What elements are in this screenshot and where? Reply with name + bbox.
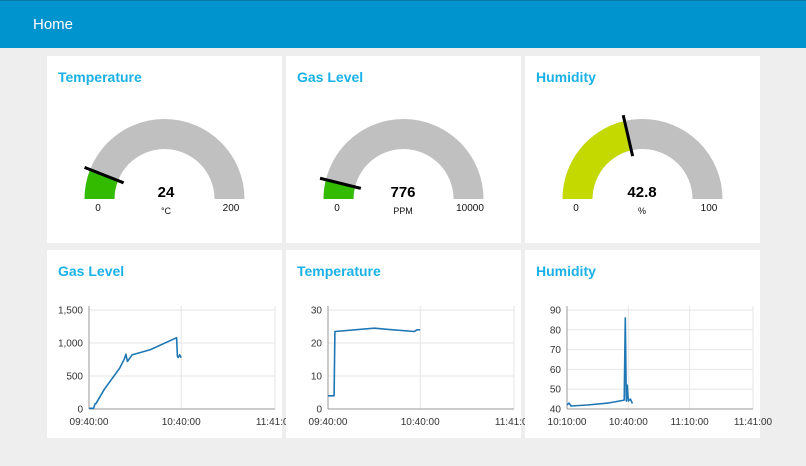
gauge-track	[323, 119, 484, 199]
x-tick-label: 11:10:00	[671, 417, 710, 428]
card-title: Humidity	[536, 69, 596, 85]
gauge-unit: PPM	[393, 206, 413, 216]
y-tick-label: 50	[550, 385, 562, 396]
page-title: Home	[33, 16, 74, 33]
y-tick-label: 30	[311, 306, 323, 317]
gauge-fill	[84, 169, 119, 199]
gauge-needle	[621, 114, 635, 157]
card-title: Gas Level	[297, 69, 364, 85]
x-tick-label: 11:41:00	[734, 417, 773, 428]
gauge-min-label: 0	[334, 203, 340, 214]
gauge-max-label: 10000	[456, 203, 484, 214]
header-bar: Home	[0, 0, 806, 48]
gauge-min-label: 0	[573, 203, 579, 214]
x-tick-label: 10:10:00	[548, 417, 587, 428]
temperature-chart-card: Temperature 0 10 20 30 09:40:00 10:40:00 11:41…	[286, 250, 534, 438]
gas-level-chart: 0 500 1,000 1,500 09:40:00 10:40:00 11:41:00	[58, 306, 295, 429]
gauge-needle	[83, 165, 125, 185]
y-tick-label: 70	[550, 345, 562, 356]
gas-level-gauge-card: Gas Level 776 PPM 0 10000	[286, 56, 521, 243]
x-tick-label: 10:40:00	[609, 417, 648, 428]
card-title: Humidity	[536, 263, 596, 279]
x-tick-label: 11:41:00	[495, 417, 534, 428]
temperature-chart: 0 10 20 30 09:40:00 10:40:00 11:41:00	[309, 306, 534, 429]
gauge-value: 24	[158, 184, 175, 201]
gauge-value: 776	[390, 184, 415, 201]
gas-level-chart-card: Gas Level 0 500 1,000 1,500 09:40:00 10:40:00…	[47, 250, 295, 438]
gauge-fill	[562, 121, 632, 199]
y-tick-label: 90	[550, 306, 562, 317]
series-line	[328, 327, 421, 397]
gauge-max-label: 100	[701, 203, 718, 214]
temperature-gauge: 24 °C 0 200	[83, 119, 245, 216]
gauge-min-label: 0	[95, 203, 101, 214]
series-line	[566, 317, 634, 407]
humidity-gauge-card: Humidity 42.8 % 0 100	[525, 56, 760, 243]
y-tick-label: 40	[550, 405, 562, 416]
series-line	[89, 336, 182, 410]
y-tick-label: 80	[550, 325, 562, 336]
y-tick-label: 0	[77, 405, 83, 416]
card-title: Gas Level	[58, 263, 125, 279]
gauge-unit: %	[638, 206, 646, 216]
gas-level-gauge: 776 PPM 0 10000	[319, 119, 484, 216]
x-tick-label: 11:41:00	[256, 417, 295, 428]
gauge-unit: °C	[161, 206, 172, 216]
humidity-chart-card: Humidity 40 50 60 70 80 90 10:10:00 10:40:00 11:…	[525, 250, 773, 438]
card-title: Temperature	[297, 263, 381, 279]
humidity-gauge: 42.8 % 0 100	[562, 114, 723, 216]
gauge-max-label: 200	[223, 203, 240, 214]
y-tick-label: 1,000	[58, 339, 83, 350]
y-tick-label: 500	[66, 372, 83, 383]
x-tick-label: 09:40:00	[70, 417, 109, 428]
gauge-needle	[319, 176, 362, 190]
y-tick-label: 1,500	[58, 306, 83, 317]
y-tick-label: 60	[550, 365, 562, 376]
x-tick-label: 10:40:00	[162, 417, 201, 428]
temperature-gauge-card: Temperature 24 °C 0 200	[47, 56, 282, 243]
gauge-track	[84, 119, 245, 199]
y-tick-label: 20	[311, 339, 323, 350]
y-tick-label: 0	[316, 405, 322, 416]
x-tick-label: 10:40:00	[401, 417, 440, 428]
card-title: Temperature	[58, 69, 142, 85]
gauge-fill	[323, 179, 355, 199]
humidity-chart: 40 50 60 70 80 90 10:10:00 10:40:00 11:10:00 11:4…	[548, 306, 773, 429]
x-tick-label: 09:40:00	[309, 417, 348, 428]
y-tick-label: 10	[311, 372, 323, 383]
gauge-value: 42.8	[627, 184, 656, 201]
